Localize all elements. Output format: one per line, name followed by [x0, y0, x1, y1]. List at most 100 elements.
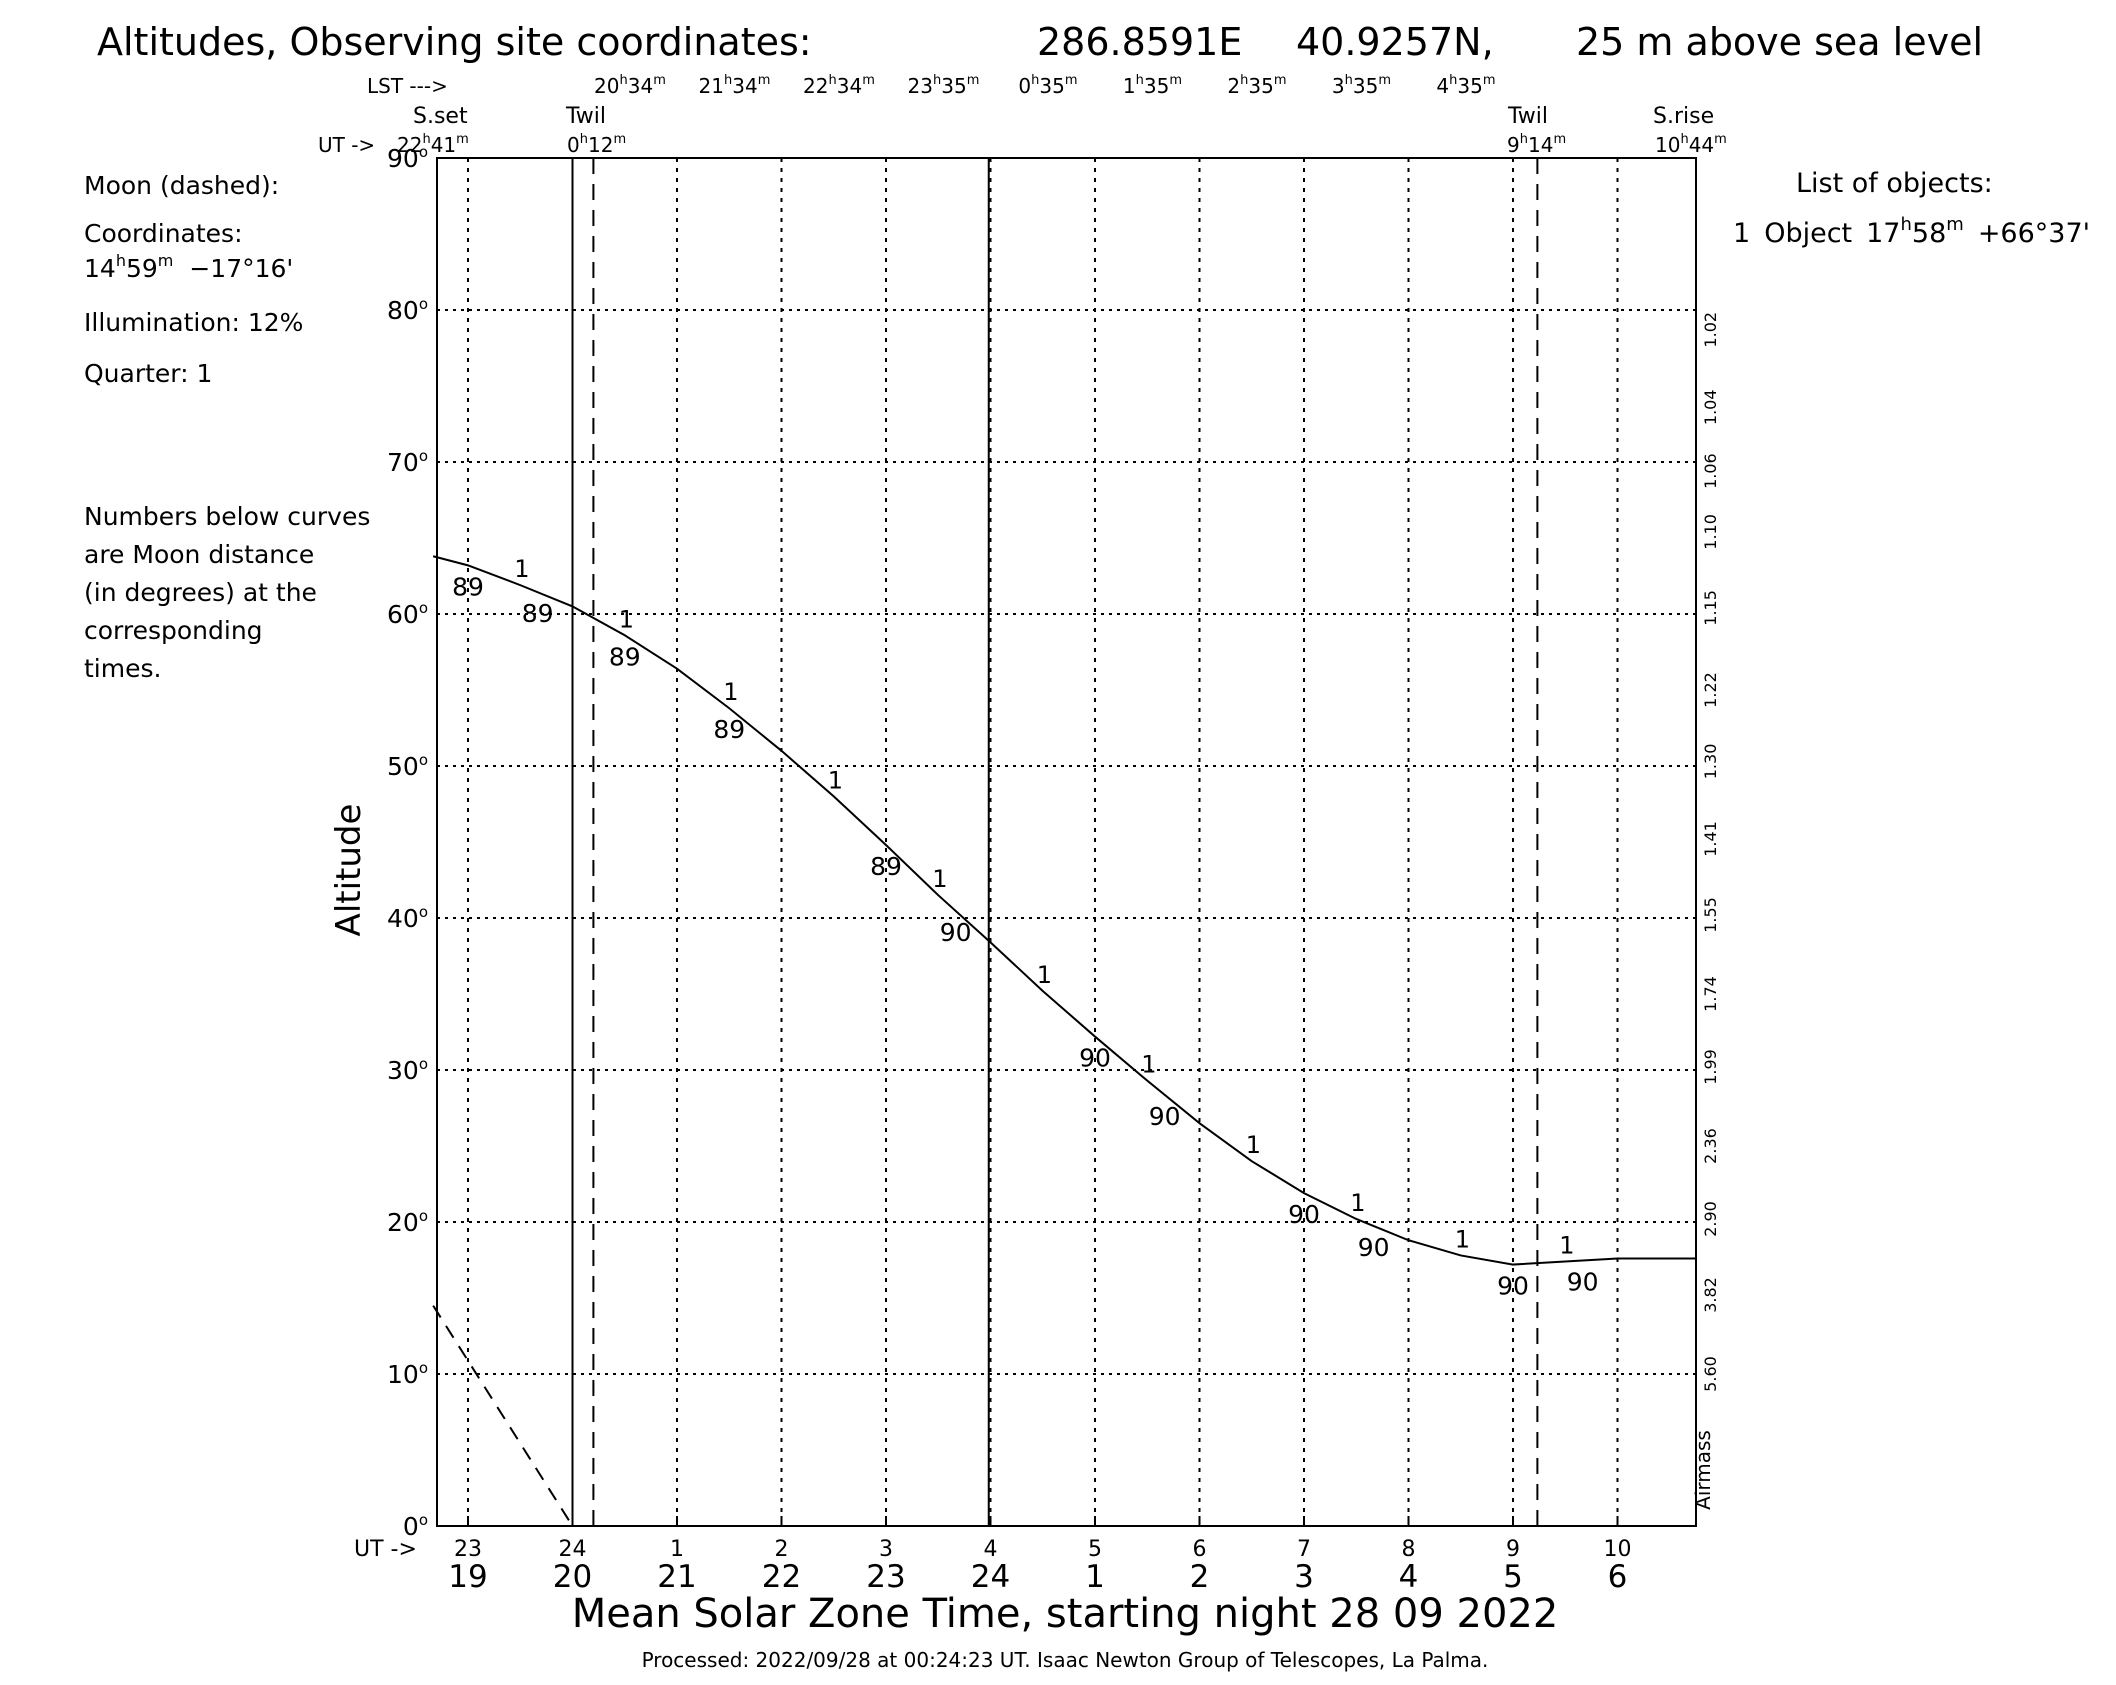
chart-title: Altitudes, Observing site coordinates: [97, 20, 812, 64]
note-line: (in degrees) at the [84, 578, 317, 607]
x-tick-label-ut: 24 [559, 1537, 587, 1562]
moon-distance-label: 89 [609, 642, 641, 671]
y-axis-title: Altitude [329, 804, 369, 937]
object-curve-label: 1 [619, 605, 634, 633]
x-tick-label-local: 3 [1294, 1559, 1314, 1595]
moon-quarter: Quarter: 1 [84, 359, 212, 388]
airmass-tick-label: 1.74 [1701, 976, 1720, 1012]
lst-arrow-label: LST ---> [367, 74, 448, 98]
x-tick-label-local: 22 [762, 1559, 801, 1595]
airmass-tick-label: 1.02 [1701, 312, 1720, 348]
x-tick-label-ut: 4 [984, 1537, 998, 1562]
airmass-tick-label: 5.60 [1701, 1356, 1720, 1392]
object-curve-label: 1 [723, 678, 738, 706]
moon-distance-label: 90 [940, 918, 972, 947]
x-tick-label-ut: 23 [454, 1537, 482, 1562]
airmass-tick-label: 1.06 [1701, 453, 1720, 489]
moon-distance-label: 89 [452, 572, 484, 601]
airmass-tick-label: 3.82 [1701, 1277, 1720, 1313]
objects-heading: List of objects: [1796, 168, 1993, 199]
sunrise-label: S.rise [1653, 104, 1714, 129]
lst-tick-label: 23h35m [908, 73, 980, 98]
sunset-marker-label: S.set UT -> 22h41m [318, 104, 469, 157]
object-curve-label: 1 [1246, 1131, 1261, 1159]
lst-tick-label: 1h35m [1123, 73, 1182, 98]
airmass-tick-label: 1.15 [1701, 590, 1720, 626]
lst-tick-label: 21h34m [699, 73, 771, 98]
ut-arrow-label: UT -> [318, 133, 375, 157]
moon-distance-label: 90 [1288, 1200, 1320, 1229]
x-tick-label-ut: 8 [1402, 1537, 1416, 1562]
x-tick-label-ut: 9 [1506, 1537, 1520, 1562]
airmass-tick-label: 2.90 [1701, 1201, 1720, 1237]
morning-twil-time: 9h14m [1507, 132, 1566, 157]
object-curve-label: 1 [1455, 1225, 1470, 1253]
y-tick-label: 30o [387, 1055, 428, 1085]
plot-area: 0o10o20o30o40o50o60o70o80o90o23192420121… [354, 143, 1720, 1595]
x-tick-label-local: 4 [1399, 1559, 1419, 1595]
airmass-tick-label: 1.99 [1701, 1049, 1720, 1085]
moon-coords-value: 14h59m −17°16' [84, 251, 293, 283]
x-tick-label-ut: 6 [1193, 1537, 1207, 1562]
sunrise-marker-label: S.rise 10h44m [1653, 104, 1727, 157]
moon-distance-note: Numbers below curves are Moon distance (… [84, 502, 370, 683]
moon-coords-label: Coordinates: [84, 219, 243, 248]
evening-twil-time: 0h12m [567, 132, 626, 157]
lst-tick-label: 3h35m [1332, 73, 1391, 98]
processed-note: Processed: 2022/09/28 at 00:24:23 UT. Is… [642, 1648, 1489, 1672]
moon-illumination: Illumination: 12% [84, 308, 303, 337]
sunset-label: S.set [413, 104, 468, 129]
x-tick-label-ut: 1 [670, 1537, 684, 1562]
x-tick-label-local: 20 [553, 1559, 592, 1595]
x-tick-label-ut: 7 [1297, 1537, 1311, 1562]
x-axis-title: Mean Solar Zone Time, starting night 28 … [572, 1591, 1559, 1637]
airmass-tick-label: 1.30 [1701, 744, 1720, 780]
moon-heading: Moon (dashed): [84, 171, 279, 200]
note-line: corresponding [84, 616, 263, 645]
note-line: are Moon distance [84, 540, 314, 569]
object-curve-label: 1 [828, 766, 843, 794]
airmass-tick-label: 1.10 [1701, 514, 1720, 550]
y-tick-label: 80o [387, 295, 428, 325]
site-elevation: 25 m above sea level [1576, 20, 1983, 64]
moon-distance-label: 90 [1567, 1268, 1599, 1297]
note-line: Numbers below curves [84, 502, 370, 531]
morning-twilight-label: Twil 9h14m [1507, 104, 1566, 157]
morning-twil-label: Twil [1507, 104, 1548, 129]
evening-twil-label: Twil [565, 104, 606, 129]
lst-tick-label: 20h34m [594, 73, 666, 98]
object-curve-label: 1 [1350, 1189, 1365, 1217]
sunset-time: 22h41m [397, 132, 469, 157]
x-tick-label-local: 6 [1608, 1559, 1628, 1595]
moon-distance-label: 89 [522, 599, 554, 628]
y-tick-label: 10o [387, 1359, 428, 1389]
y-tick-label: 60o [387, 599, 428, 629]
airmass-tick-label: 1.04 [1701, 389, 1720, 425]
lst-tick-label: 2h35m [1227, 73, 1286, 98]
object-entry: 1 Object 17h58m +66°37' [1733, 214, 2090, 249]
object-curve-label: 1 [514, 555, 529, 583]
object-curve-label: 1 [1037, 961, 1052, 989]
x-tick-label-ut: 5 [1088, 1537, 1102, 1562]
note-line: times. [84, 654, 161, 683]
object-curve-label: 1 [932, 865, 947, 893]
moon-distance-label: 90 [1149, 1102, 1181, 1131]
object-curve-label: 1 [1141, 1051, 1156, 1079]
lst-tick-label: 4h35m [1436, 73, 1495, 98]
x-tick-label-local: 2 [1190, 1559, 1210, 1595]
plot-frame [436, 157, 1697, 1527]
moon-altitude-curve [432, 1305, 574, 1527]
x-tick-label-local: 1 [1085, 1559, 1105, 1595]
evening-twilight-label: Twil 0h12m [565, 104, 626, 157]
x-tick-label-local: 21 [657, 1559, 696, 1595]
airmass-axis-title: Airmass [1691, 1430, 1715, 1510]
y-tick-label: 20o [387, 1207, 428, 1237]
y-tick-label: 70o [387, 447, 428, 477]
site-latitude: 40.9257N, [1296, 20, 1494, 64]
y-tick-label: 50o [387, 751, 428, 781]
x-tick-label-ut: 10 [1604, 1537, 1632, 1562]
y-tick-label: 90o [387, 143, 428, 173]
x-tick-label-local: 23 [866, 1559, 905, 1595]
airmass-tick-label: 1.41 [1701, 821, 1720, 857]
